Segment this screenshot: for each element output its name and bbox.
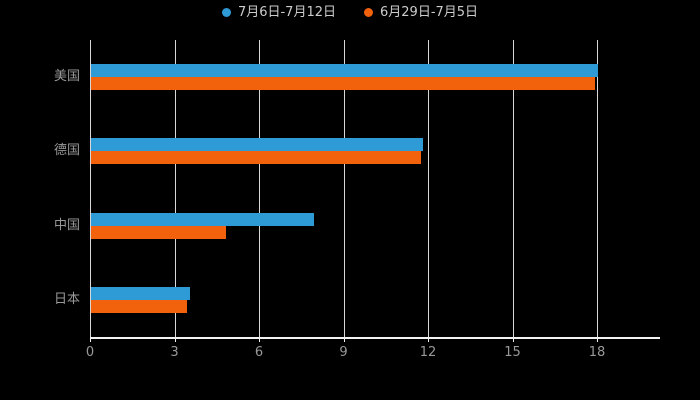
gridline <box>174 40 176 337</box>
gridline <box>428 40 429 337</box>
legend-swatch-blue-icon <box>221 8 231 17</box>
bar-7月6日-7月12日-美国[interactable] <box>91 64 598 78</box>
y-category-label: 中国 <box>53 217 80 233</box>
x-tick-mark <box>259 337 260 342</box>
x-tick-label: 12 <box>419 345 437 360</box>
bar-6月29日-7月5日-日本[interactable] <box>91 299 187 313</box>
legend-label-week1: 6月29日-7月5日 <box>380 5 479 20</box>
bar-7月6日-7月12日-中国[interactable] <box>91 212 314 226</box>
x-tick-mark <box>597 337 598 342</box>
legend-item-week1[interactable]: 6月29日-7月5日 <box>364 6 478 19</box>
y-category-label: 德国 <box>53 143 80 159</box>
y-category-label: 美国 <box>53 69 80 85</box>
legend: 7月6日-7月12日 6月29日-7月5日 <box>0 6 700 19</box>
x-axis-line <box>90 337 660 339</box>
x-tick-mark <box>343 337 345 342</box>
x-tick-mark <box>512 337 514 342</box>
x-tick-label: 0 <box>85 345 95 360</box>
x-tick-label: 3 <box>170 345 179 360</box>
legend-item-week2[interactable]: 7月6日-7月12日 <box>221 5 336 20</box>
legend-swatch-orange-icon <box>364 8 373 17</box>
bar-7月6日-7月12日-日本[interactable] <box>91 286 190 300</box>
x-tick-mark <box>428 337 429 342</box>
x-tick-label: 15 <box>504 345 521 360</box>
gridline <box>90 40 91 337</box>
legend-label-week2: 7月6日-7月12日 <box>237 5 336 20</box>
x-tick-label: 9 <box>339 345 348 360</box>
bar-6月29日-7月5日-美国[interactable] <box>91 77 596 91</box>
gridline <box>259 40 260 337</box>
bar-6月29日-7月5日-中国[interactable] <box>91 225 227 239</box>
x-tick-label: 6 <box>254 345 264 360</box>
bar-6月29日-7月5日-德国[interactable] <box>91 151 421 165</box>
x-tick-mark <box>90 337 91 342</box>
gridline <box>597 40 598 337</box>
x-tick-mark <box>174 337 176 342</box>
gridline <box>343 40 345 337</box>
y-category-label: 日本 <box>53 291 80 307</box>
gridline <box>512 40 514 337</box>
bar-7月6日-7月12日-德国[interactable] <box>91 138 424 152</box>
x-tick-label: 18 <box>588 345 606 360</box>
